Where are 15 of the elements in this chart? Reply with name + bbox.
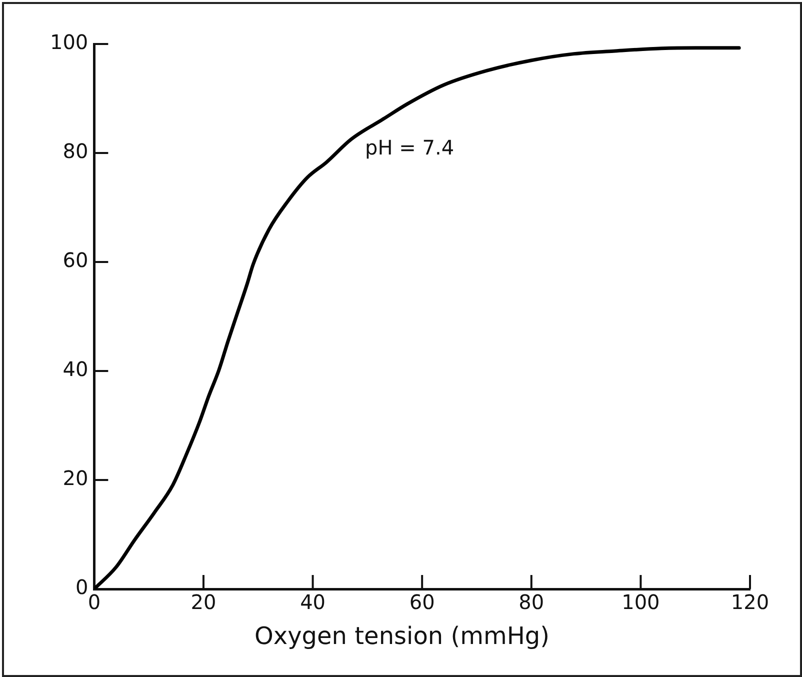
y-tick-label: 0: [75, 575, 88, 600]
line-series: [94, 46, 741, 589]
y-tick-label: 80: [62, 139, 88, 164]
x-tick-label: 100: [622, 590, 660, 614]
y-tick-label: 60: [62, 248, 88, 272]
x-tick-label: 120: [730, 590, 770, 614]
y-tick-label: 20: [62, 466, 88, 490]
x-tick-label: 80: [518, 590, 544, 614]
annotation: pH = 7.4: [365, 136, 454, 160]
y-tick-label: 40: [62, 357, 88, 382]
x-axis-title: Oxygen tension (mmHg): [254, 622, 550, 650]
y-tick-label: 100: [50, 30, 88, 54]
x-tick-label: 60: [409, 590, 435, 614]
x-tick-label: 40: [300, 590, 326, 614]
x-tick-label: 20: [190, 590, 216, 614]
